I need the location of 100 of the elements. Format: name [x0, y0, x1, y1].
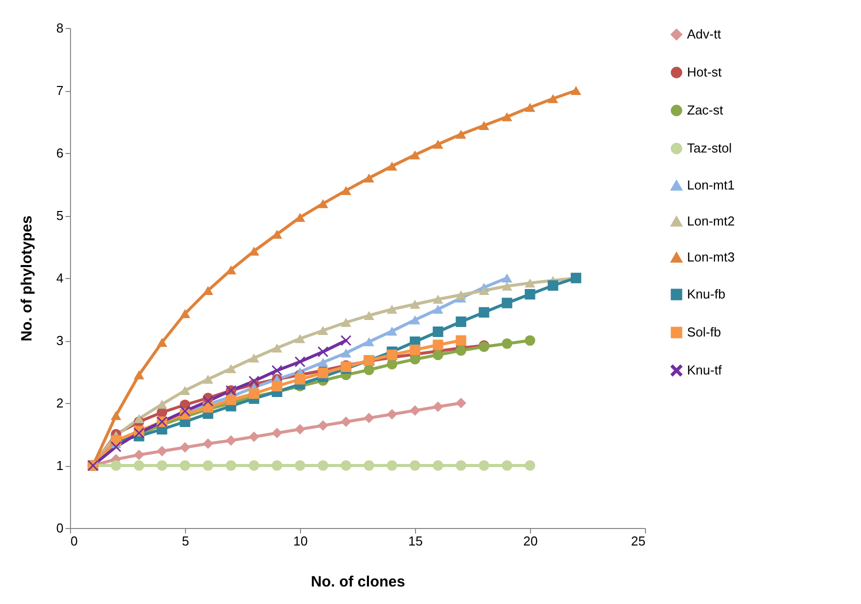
point [364, 364, 374, 376]
point [340, 186, 352, 196]
point [156, 446, 168, 456]
point [134, 414, 144, 424]
point [502, 460, 512, 471]
point [456, 345, 466, 356]
point [524, 102, 536, 112]
point [202, 460, 214, 471]
y-axis-title: No. of phylotypes [18, 216, 36, 342]
x-axis-title: No. of clones [310, 574, 406, 590]
legend-label: Knu-tf [687, 362, 722, 378]
point [318, 199, 328, 208]
point [478, 286, 490, 296]
point [272, 460, 282, 471]
point [226, 364, 236, 374]
point [456, 460, 466, 471]
point [478, 120, 490, 130]
point [432, 140, 444, 149]
point [180, 309, 190, 318]
point [180, 442, 190, 453]
point [202, 286, 214, 296]
point [456, 335, 466, 346]
point [432, 326, 444, 337]
point [386, 304, 398, 314]
point [272, 230, 282, 239]
point [226, 460, 236, 471]
point [294, 374, 306, 384]
point [294, 356, 306, 367]
point [202, 396, 214, 406]
point [502, 273, 512, 283]
point [318, 368, 328, 378]
point [318, 326, 328, 336]
point [364, 310, 374, 320]
y-tick-label: 1 [56, 458, 64, 473]
point [386, 162, 398, 171]
point [432, 294, 444, 304]
point [272, 365, 282, 376]
point [134, 450, 144, 460]
point [432, 350, 444, 360]
point [524, 460, 536, 471]
point [340, 348, 352, 358]
point [432, 402, 444, 412]
x-tick-label: 0 [70, 534, 78, 548]
x-tick-label: 10 [293, 534, 308, 548]
x-tick-label: 15 [408, 534, 423, 548]
point [156, 338, 168, 347]
legend-label: Hot-st [687, 64, 722, 80]
point [294, 212, 306, 222]
point [180, 386, 190, 396]
point [456, 130, 466, 139]
point [502, 338, 512, 349]
point [248, 388, 260, 399]
point [502, 282, 512, 291]
x-tick-label: 25 [631, 534, 646, 548]
point [340, 416, 352, 427]
point [410, 460, 420, 471]
point [156, 400, 168, 409]
point [548, 280, 558, 291]
point [410, 405, 420, 416]
point [524, 278, 536, 288]
y-tick-label: 7 [56, 83, 64, 98]
point [318, 420, 328, 431]
point [318, 358, 328, 367]
y-tick-label: 2 [56, 396, 64, 410]
point [502, 298, 512, 308]
point [272, 380, 282, 392]
point [386, 350, 398, 360]
legend-label: Lon-mt3 [687, 250, 735, 264]
point [432, 304, 444, 314]
y-tick-label: 0 [56, 520, 64, 536]
point [548, 94, 558, 104]
point [432, 340, 444, 350]
point [364, 460, 374, 471]
point [340, 335, 352, 346]
legend-label: Sol-fb [687, 324, 721, 340]
point [248, 353, 260, 363]
legend-label: Zac-st [687, 102, 724, 118]
x-tick-label: 5 [182, 534, 190, 548]
point [248, 460, 260, 471]
point [410, 344, 420, 356]
point [386, 326, 398, 336]
point [524, 335, 536, 346]
point [364, 412, 374, 424]
point [410, 300, 420, 309]
point [456, 398, 466, 408]
point [180, 460, 190, 471]
point [134, 370, 144, 380]
point [272, 428, 282, 438]
y-tick-label: 8 [56, 20, 64, 36]
point [202, 438, 214, 449]
point [294, 334, 306, 344]
point [294, 460, 306, 471]
point [386, 409, 398, 420]
point [386, 359, 398, 370]
point [134, 460, 144, 471]
y-tick-label: 3 [56, 333, 64, 348]
legend-label: Taz-stol [687, 140, 732, 156]
point [524, 289, 536, 300]
y-tick-label: 5 [56, 208, 64, 223]
legend-label: Lon-mt1 [687, 178, 735, 192]
